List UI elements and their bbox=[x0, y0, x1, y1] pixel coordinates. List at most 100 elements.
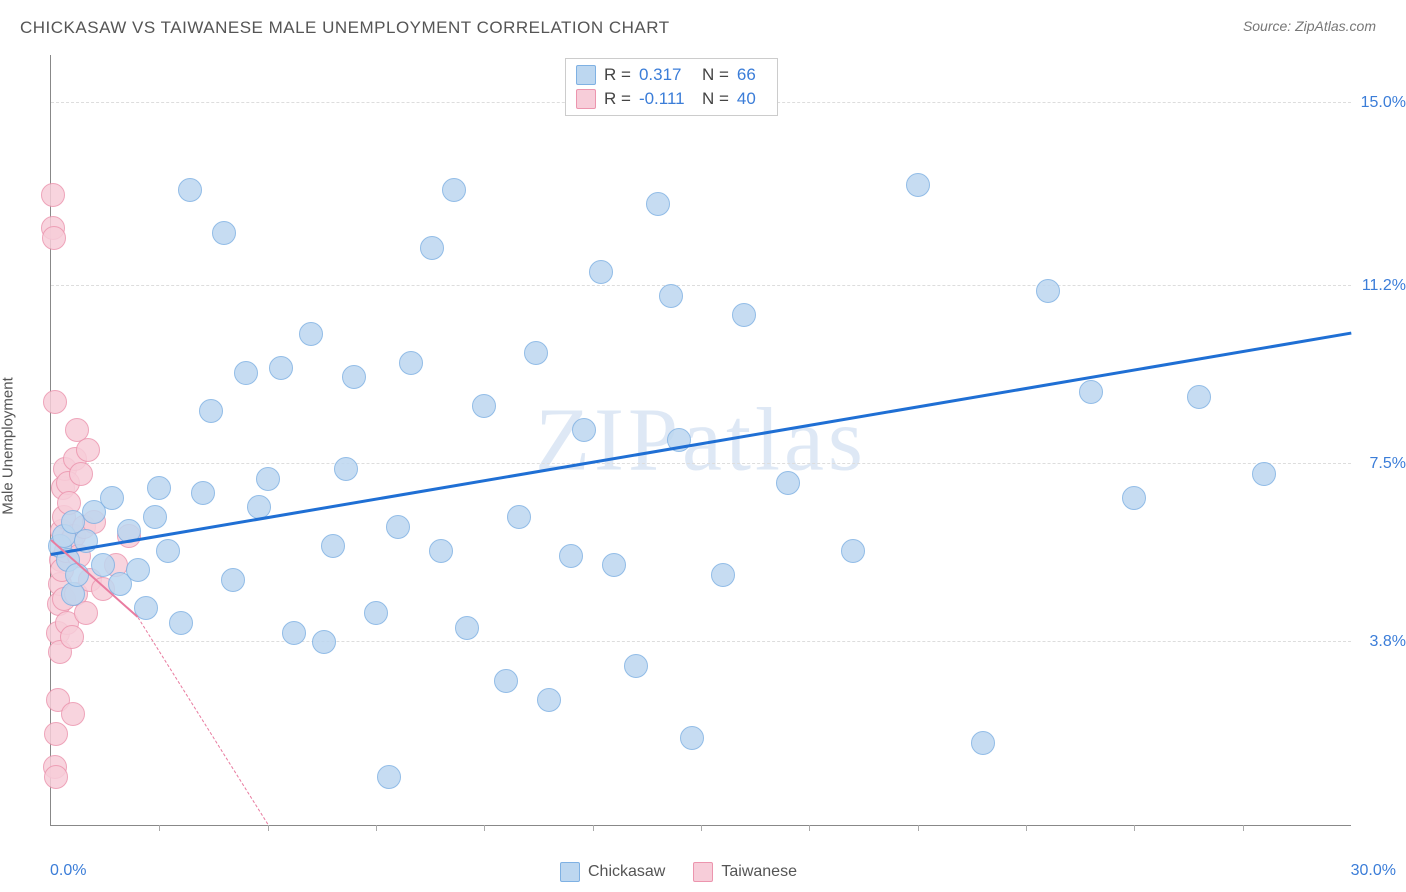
chickasaw-point bbox=[971, 731, 995, 755]
chickasaw-point bbox=[143, 505, 167, 529]
taiwanese-point bbox=[43, 390, 67, 414]
plot-area: ZIPatlas 3.8%7.5%11.2%15.0% bbox=[50, 55, 1351, 826]
y-tick-label: 11.2% bbox=[1356, 277, 1406, 295]
x-tick bbox=[918, 825, 919, 831]
chickasaw-point bbox=[312, 630, 336, 654]
series-label-chickasaw: Chickasaw bbox=[588, 863, 665, 881]
n-value-chickasaw: 66 bbox=[737, 65, 767, 85]
x-tick bbox=[1134, 825, 1135, 831]
chickasaw-point bbox=[386, 515, 410, 539]
taiwanese-point bbox=[44, 765, 68, 789]
x-tick bbox=[268, 825, 269, 831]
chickasaw-point bbox=[212, 221, 236, 245]
gridline bbox=[51, 641, 1351, 642]
chickasaw-point bbox=[1252, 462, 1276, 486]
x-axis-min: 0.0% bbox=[50, 862, 86, 880]
r-value-chickasaw: 0.317 bbox=[639, 65, 694, 85]
chickasaw-point bbox=[256, 467, 280, 491]
chickasaw-point bbox=[589, 260, 613, 284]
taiwanese-point bbox=[44, 722, 68, 746]
swatch-chickasaw bbox=[560, 862, 580, 882]
trend-line bbox=[137, 617, 268, 824]
y-axis-label: Male Unemployment bbox=[0, 377, 17, 515]
y-tick-label: 3.8% bbox=[1356, 633, 1406, 651]
chickasaw-point bbox=[659, 284, 683, 308]
source-label: Source: ZipAtlas.com bbox=[1243, 18, 1376, 34]
n-label: N = bbox=[702, 65, 729, 85]
chickasaw-point bbox=[841, 539, 865, 563]
chickasaw-point bbox=[442, 178, 466, 202]
x-tick bbox=[593, 825, 594, 831]
chickasaw-point bbox=[199, 399, 223, 423]
chickasaw-point bbox=[711, 563, 735, 587]
chickasaw-point bbox=[776, 471, 800, 495]
gridline bbox=[51, 285, 1351, 286]
chickasaw-point bbox=[1079, 380, 1103, 404]
legend-stats: R = 0.317 N = 66 R = -0.111 N = 40 bbox=[565, 58, 778, 116]
chickasaw-point bbox=[147, 476, 171, 500]
chickasaw-point bbox=[1036, 279, 1060, 303]
x-tick bbox=[809, 825, 810, 831]
x-tick bbox=[1243, 825, 1244, 831]
x-tick bbox=[159, 825, 160, 831]
chickasaw-point bbox=[624, 654, 648, 678]
chickasaw-point bbox=[572, 418, 596, 442]
r-label: R = bbox=[604, 65, 631, 85]
n-value-taiwanese: 40 bbox=[737, 89, 767, 109]
legend-row-taiwanese: R = -0.111 N = 40 bbox=[576, 87, 767, 111]
chickasaw-point bbox=[1122, 486, 1146, 510]
x-tick bbox=[484, 825, 485, 831]
chickasaw-point bbox=[299, 322, 323, 346]
x-axis-max: 30.0% bbox=[1351, 862, 1396, 880]
legend-series: Chickasaw Taiwanese bbox=[560, 862, 797, 882]
x-tick bbox=[376, 825, 377, 831]
taiwanese-point bbox=[76, 438, 100, 462]
swatch-taiwanese bbox=[576, 89, 596, 109]
chickasaw-point bbox=[126, 558, 150, 582]
chickasaw-point bbox=[91, 553, 115, 577]
legend-item-taiwanese: Taiwanese bbox=[693, 862, 797, 882]
r-value-taiwanese: -0.111 bbox=[639, 89, 694, 109]
x-tick bbox=[1026, 825, 1027, 831]
chickasaw-point bbox=[377, 765, 401, 789]
chickasaw-point bbox=[429, 539, 453, 563]
chickasaw-point bbox=[221, 568, 245, 592]
y-tick-label: 7.5% bbox=[1356, 455, 1406, 473]
taiwanese-point bbox=[69, 462, 93, 486]
r-label: R = bbox=[604, 89, 631, 109]
chickasaw-point bbox=[100, 486, 124, 510]
taiwanese-point bbox=[42, 226, 66, 250]
y-tick-label: 15.0% bbox=[1356, 94, 1406, 112]
chickasaw-point bbox=[524, 341, 548, 365]
chickasaw-point bbox=[455, 616, 479, 640]
chickasaw-point bbox=[191, 481, 215, 505]
chickasaw-point bbox=[472, 394, 496, 418]
chickasaw-point bbox=[494, 669, 518, 693]
chickasaw-point bbox=[559, 544, 583, 568]
chickasaw-point bbox=[732, 303, 756, 327]
chickasaw-point bbox=[399, 351, 423, 375]
chickasaw-point bbox=[342, 365, 366, 389]
taiwanese-point bbox=[41, 183, 65, 207]
chickasaw-point bbox=[1187, 385, 1211, 409]
chickasaw-point bbox=[906, 173, 930, 197]
chickasaw-point bbox=[234, 361, 258, 385]
chickasaw-point bbox=[364, 601, 388, 625]
chickasaw-point bbox=[334, 457, 358, 481]
chickasaw-point bbox=[169, 611, 193, 635]
series-label-taiwanese: Taiwanese bbox=[721, 863, 797, 881]
chickasaw-point bbox=[282, 621, 306, 645]
legend-row-chickasaw: R = 0.317 N = 66 bbox=[576, 63, 767, 87]
legend-item-chickasaw: Chickasaw bbox=[560, 862, 665, 882]
swatch-taiwanese bbox=[693, 862, 713, 882]
x-tick bbox=[701, 825, 702, 831]
chickasaw-point bbox=[156, 539, 180, 563]
chickasaw-point bbox=[602, 553, 626, 577]
chickasaw-point bbox=[321, 534, 345, 558]
taiwanese-point bbox=[60, 625, 84, 649]
n-label: N = bbox=[702, 89, 729, 109]
chickasaw-point bbox=[646, 192, 670, 216]
chickasaw-point bbox=[680, 726, 704, 750]
swatch-chickasaw bbox=[576, 65, 596, 85]
chickasaw-point bbox=[507, 505, 531, 529]
